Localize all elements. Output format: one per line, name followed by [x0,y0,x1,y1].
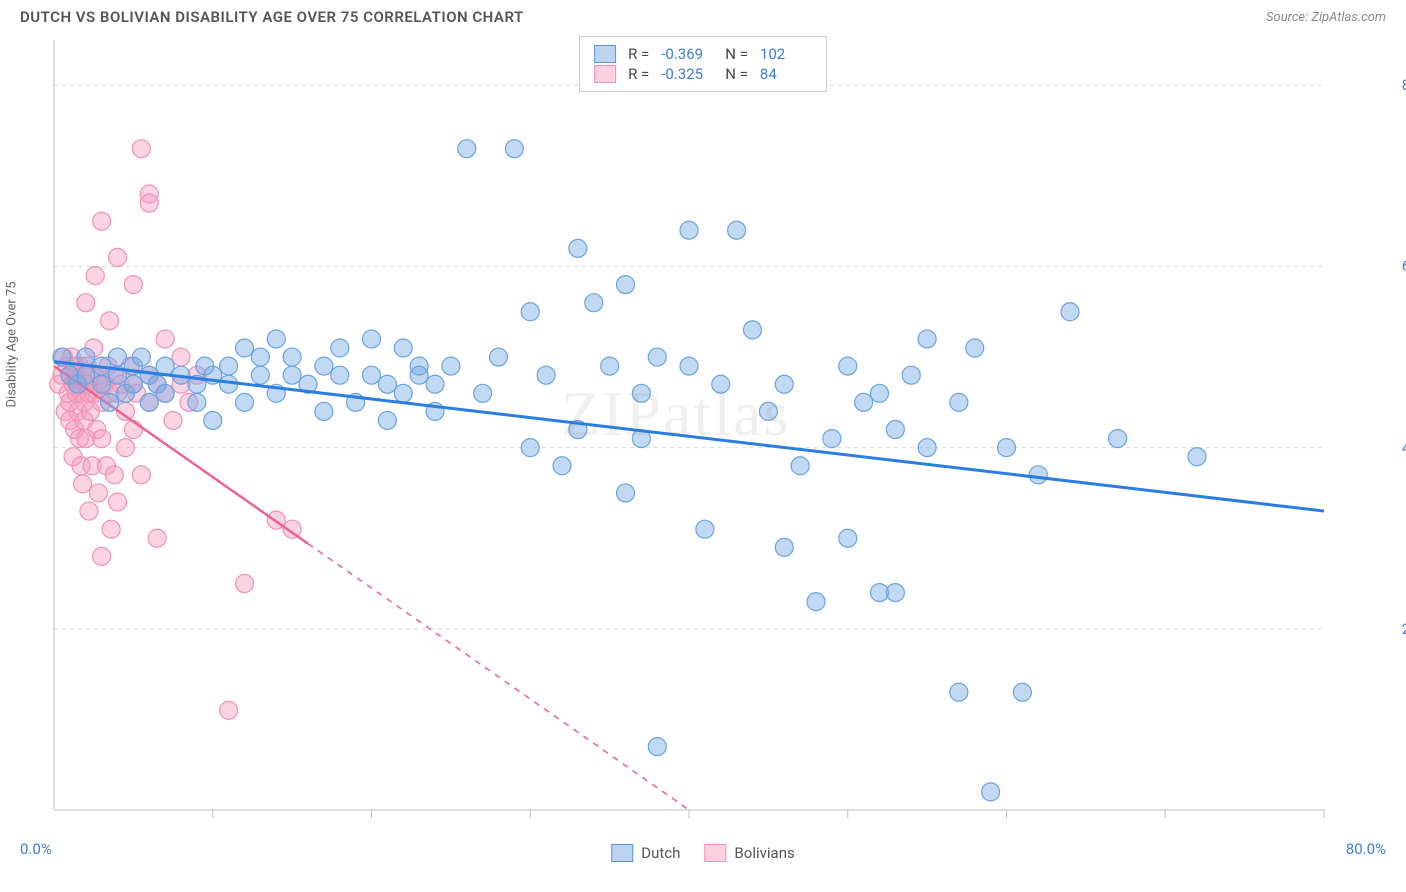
legend-swatch [594,65,616,83]
legend-swatch [611,844,633,862]
n-value: 102 [760,45,812,63]
chart-container: Disability Age Over 75 ZIPatlas R =-0.36… [20,30,1386,830]
page-title: DUTCH VS BOLIVIAN DISABILITY AGE OVER 75… [20,8,524,26]
series-legend: Dutch Bolivians [611,844,794,862]
correlation-legend: R =-0.369N =102 R =-0.325N =84 [579,36,827,92]
legend-row: R =-0.369N =102 [594,45,812,63]
legend-swatch [704,844,726,862]
scatter-chart [20,30,1330,830]
legend-row: R =-0.325N =84 [594,65,812,83]
y-tick-label: 20.0% [1402,620,1406,638]
x-axis-max-label: 80.0% [1346,840,1386,858]
y-tick-label: 80.0% [1402,76,1406,94]
source-label: Source: ZipAtlas.com [1266,10,1386,25]
n-value: 84 [760,65,812,83]
x-axis-origin-label: 0.0% [20,840,52,858]
r-value: -0.325 [661,65,713,83]
y-axis-label: Disability Age Over 75 [5,281,20,407]
legend-item: Dutch [611,844,680,862]
y-tick-label: 60.0% [1402,257,1406,275]
r-value: -0.369 [661,45,713,63]
legend-item: Bolivians [704,844,794,862]
legend-label: Bolivians [734,844,794,862]
y-tick-label: 40.0% [1402,439,1406,457]
legend-swatch [594,45,616,63]
legend-label: Dutch [641,844,680,862]
